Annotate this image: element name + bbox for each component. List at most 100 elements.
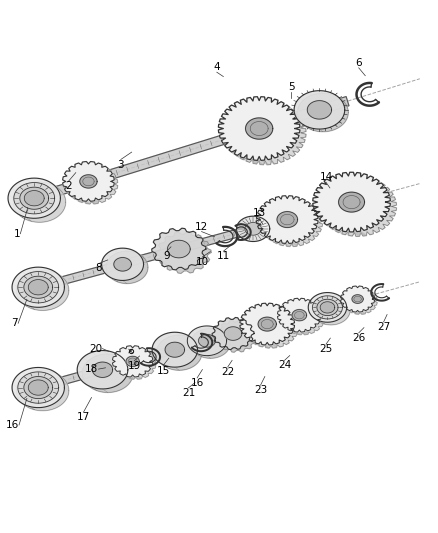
Polygon shape (260, 207, 265, 211)
Polygon shape (353, 228, 361, 236)
Polygon shape (120, 371, 124, 376)
Text: 18: 18 (85, 364, 99, 374)
Polygon shape (37, 134, 229, 201)
Polygon shape (165, 342, 184, 357)
Polygon shape (326, 220, 332, 224)
Polygon shape (291, 329, 297, 334)
Polygon shape (357, 286, 362, 290)
Polygon shape (255, 343, 261, 346)
Polygon shape (269, 303, 275, 306)
Polygon shape (320, 302, 335, 313)
Polygon shape (18, 272, 59, 303)
Polygon shape (219, 96, 300, 160)
Polygon shape (242, 315, 247, 319)
Polygon shape (37, 191, 381, 291)
Polygon shape (294, 91, 345, 129)
Polygon shape (120, 349, 124, 354)
Polygon shape (260, 231, 265, 236)
Polygon shape (327, 179, 337, 185)
Polygon shape (70, 166, 75, 170)
Polygon shape (257, 215, 261, 220)
Polygon shape (63, 181, 69, 185)
Polygon shape (92, 362, 113, 377)
Polygon shape (281, 240, 286, 243)
Polygon shape (276, 241, 282, 245)
Text: 2: 2 (65, 181, 72, 191)
Polygon shape (82, 354, 133, 392)
Text: 1: 1 (14, 229, 20, 239)
Polygon shape (316, 214, 323, 220)
Polygon shape (353, 311, 357, 314)
Polygon shape (284, 302, 289, 306)
Polygon shape (229, 107, 238, 115)
Polygon shape (265, 156, 274, 164)
Polygon shape (283, 324, 287, 329)
Text: 12: 12 (195, 222, 208, 231)
Polygon shape (347, 307, 350, 311)
Polygon shape (117, 367, 120, 369)
Text: 27: 27 (377, 322, 390, 332)
Polygon shape (24, 191, 44, 206)
Polygon shape (312, 295, 350, 325)
Polygon shape (259, 211, 267, 214)
Polygon shape (314, 192, 321, 198)
Polygon shape (77, 351, 128, 389)
Polygon shape (75, 164, 80, 167)
Polygon shape (348, 310, 352, 313)
Polygon shape (293, 240, 298, 246)
Polygon shape (316, 189, 323, 195)
Polygon shape (121, 348, 126, 351)
Polygon shape (37, 292, 373, 391)
Polygon shape (296, 298, 301, 301)
Polygon shape (63, 177, 67, 181)
Polygon shape (241, 331, 246, 335)
Polygon shape (281, 324, 287, 327)
Polygon shape (356, 310, 360, 314)
Polygon shape (224, 124, 230, 128)
Polygon shape (266, 206, 271, 209)
Polygon shape (288, 329, 293, 333)
Polygon shape (224, 327, 242, 341)
Polygon shape (81, 162, 86, 167)
Polygon shape (278, 314, 284, 318)
Polygon shape (75, 196, 78, 198)
Polygon shape (106, 251, 148, 284)
Polygon shape (357, 310, 362, 314)
Polygon shape (288, 303, 292, 306)
Polygon shape (198, 334, 215, 347)
Polygon shape (284, 196, 290, 199)
Text: 9: 9 (163, 251, 170, 261)
Polygon shape (259, 101, 265, 105)
Polygon shape (314, 211, 321, 216)
Polygon shape (299, 330, 303, 333)
Polygon shape (152, 228, 206, 270)
Polygon shape (63, 180, 69, 184)
Polygon shape (70, 196, 75, 199)
Text: 26: 26 (352, 333, 365, 343)
Polygon shape (244, 306, 298, 348)
Polygon shape (260, 220, 265, 223)
Polygon shape (341, 295, 344, 298)
Polygon shape (126, 374, 129, 376)
Polygon shape (281, 306, 287, 309)
Polygon shape (341, 299, 345, 303)
Polygon shape (75, 198, 80, 202)
Polygon shape (240, 328, 248, 332)
Polygon shape (279, 308, 283, 311)
Polygon shape (114, 257, 131, 271)
Polygon shape (240, 303, 294, 345)
Polygon shape (291, 300, 297, 304)
Polygon shape (313, 197, 324, 203)
Polygon shape (352, 295, 363, 303)
Polygon shape (156, 335, 202, 370)
Polygon shape (353, 172, 361, 180)
Polygon shape (293, 298, 298, 304)
Polygon shape (265, 202, 271, 206)
Polygon shape (293, 329, 298, 334)
Polygon shape (242, 99, 250, 104)
Polygon shape (284, 327, 289, 330)
Polygon shape (252, 340, 259, 344)
Polygon shape (85, 201, 90, 204)
Polygon shape (342, 173, 349, 181)
Polygon shape (307, 101, 332, 119)
